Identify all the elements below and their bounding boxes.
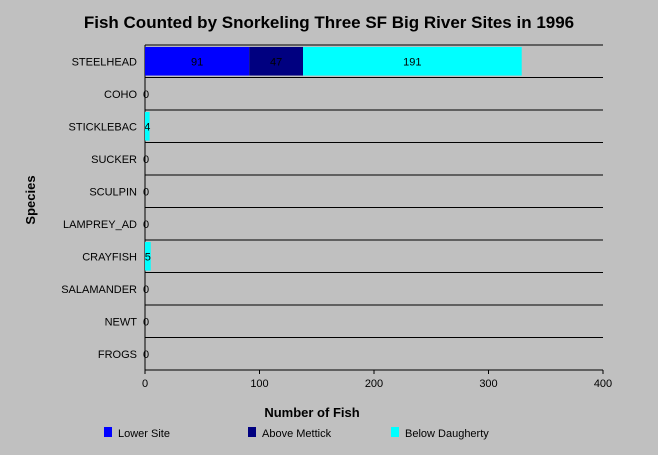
legend-swatch [391,427,399,437]
data-label: 47 [270,56,282,68]
category-label: SUCKER [91,154,137,166]
category-label: SCULPIN [89,186,137,198]
data-label: 0 [143,154,149,166]
bar [145,46,250,76]
x-axis-title: Number of Fish [264,405,359,420]
x-tick-label: 200 [365,378,383,390]
bar [145,111,150,141]
x-tick-label: 400 [594,378,612,390]
category-label: SALAMANDER [61,284,137,296]
data-label: 0 [143,89,149,101]
x-tick-label: 300 [479,378,497,390]
x-tick-label: 100 [250,378,268,390]
legend-swatch [104,427,112,437]
data-label: 0 [143,219,149,231]
category-label: STICKLEBAC [69,121,138,133]
category-label: NEWT [105,316,138,328]
legend-label: Above Mettick [262,428,332,440]
data-label: 191 [403,56,421,68]
data-label: 0 [143,284,149,296]
category-label: FROGS [98,349,137,361]
bar [145,241,151,271]
category-label: LAMPREY_AD [63,219,137,231]
data-label: 0 [143,349,149,361]
legend-swatch [248,427,256,437]
bar [249,46,304,76]
chart-title: Fish Counted by Snorkeling Three SF Big … [84,13,574,32]
data-label: 0 [143,316,149,328]
bar [303,46,522,76]
category-label: COHO [104,89,137,101]
data-label: 91 [191,56,203,68]
data-label: 4 [144,121,150,133]
legend-label: Below Daugherty [405,428,489,440]
category-label: STEELHEAD [72,56,137,68]
data-label: 5 [145,251,151,263]
x-tick-label: 0 [142,378,148,390]
legend-label: Lower Site [118,428,170,440]
data-label: 0 [143,186,149,198]
category-label: CRAYFISH [82,251,137,263]
y-axis-title: Species [23,175,38,224]
